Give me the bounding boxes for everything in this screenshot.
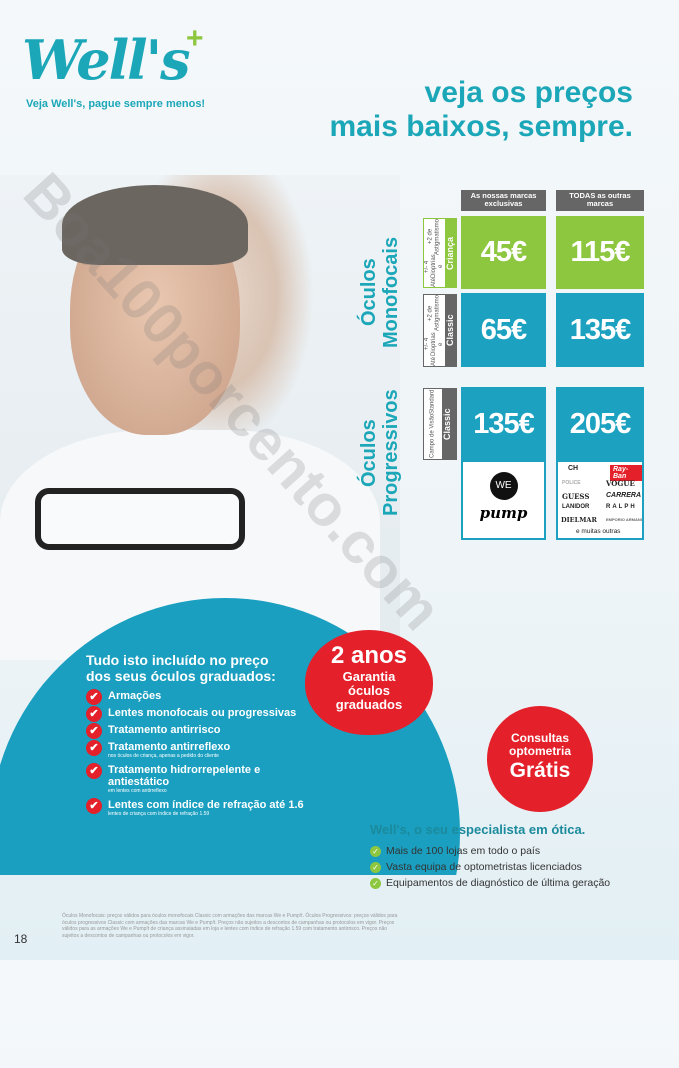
price-crianca-other: 115€ (556, 216, 644, 289)
list-item: ✓ Vasta equipa de optometristas licenciad… (370, 859, 610, 875)
list-item: ✔ Lentes monofocais ou progressivas (86, 706, 304, 722)
other-brand-logos: CH Ray-Ban POLICE VOGUE GUESS CARRERA LA… (556, 460, 644, 540)
specialist-title: Well's, o seu especialista em ótica. (370, 822, 586, 837)
pump-logo: pump (479, 504, 528, 522)
headline: veja os preços mais baixos, sempre. (329, 76, 634, 143)
free-consult-badge: Consultas optometria Grátis (487, 706, 593, 812)
hair (62, 185, 248, 265)
price-crianca-own: 45€ (461, 216, 546, 289)
check-icon: ✔ (86, 706, 102, 722)
row-label-classic-prog: Campo de Visão Standard Classic (423, 388, 457, 460)
brand-carrera: CARRERA (606, 492, 641, 499)
list-item: ✓ Mais de 100 lojas em todo o país (370, 843, 610, 859)
brand-vogue: VOGUE (606, 479, 635, 488)
check-icon: ✓ (370, 862, 381, 873)
warranty-badge: 2 anos Garantia óculos graduados (305, 630, 433, 735)
brand-armani: EMPORIO ARMANI (606, 517, 642, 522)
check-icon: ✓ (370, 846, 381, 857)
list-item: ✔ Lentes com índice de refração até 1.6 le… (86, 798, 304, 817)
tagline: Veja Well's, pague sempre menos! (26, 98, 206, 110)
header-own-brands: As nossas marcas exclusivas (461, 190, 546, 211)
group-title-monofocais: Óculos Monofocais (358, 236, 402, 348)
price-classic-prog-other: 205€ (556, 387, 644, 461)
check-icon: ✔ (86, 689, 102, 705)
brand-dielmar: DIELMAR (561, 516, 597, 524)
more-brands: e muitas outras (576, 528, 621, 535)
brand-ralph: RALPH (606, 504, 637, 510)
header-other-brands: TODAS as outras marcas (556, 190, 644, 211)
check-icon: ✔ (86, 763, 102, 779)
price-classic-prog-own: 135€ (461, 387, 546, 461)
check-icon: ✔ (86, 723, 102, 739)
included-list: Tudo isto incluído no preço dos seus ócu… (86, 652, 304, 822)
own-brand-logos: WE pump (461, 460, 546, 540)
we-logo: WE (489, 472, 518, 500)
page-number: 18 (14, 932, 28, 946)
plus-icon: + (186, 22, 204, 55)
price-classic-mono-other: 135€ (556, 293, 644, 367)
brand-police: POLICE (562, 480, 581, 486)
list-item: ✔ Tratamento antirreflexo nos óculos de cr… (86, 740, 304, 759)
wells-logo: Well's (22, 28, 191, 92)
brand-lanidor: LANIDOR (562, 504, 590, 510)
list-item: ✓ Equipamentos de diagnóstico de última g… (370, 875, 610, 891)
check-icon: ✔ (86, 740, 102, 756)
brand-ch: CH (568, 465, 579, 472)
list-item: ✔ Armações (86, 689, 304, 705)
check-icon: ✓ (370, 878, 381, 889)
footnote: Óculos Monofocais: preços válidos para ó… (62, 913, 398, 939)
specialist-section: Well's, o seu especialista em ótica. ✓ Ma… (370, 822, 610, 891)
list-item: ✔ Tratamento hidrorrepelente e antiestáti… (86, 763, 276, 794)
price-classic-mono-own: 65€ (461, 293, 546, 367)
included-title: Tudo isto incluído no preço dos seus ócu… (86, 652, 276, 684)
brand-guess: GUESS (562, 492, 590, 501)
glasses-image (35, 488, 245, 550)
check-icon: ✔ (86, 798, 102, 814)
row-label-classic-mono: Até +/- 4 Dioptrias e +2 de Astigmatismo… (423, 294, 457, 367)
row-label-crianca: Até +/- 4 Dioptrias e +2 de Astigmatismo… (423, 218, 457, 288)
list-item: ✔ Tratamento antirrisco (86, 723, 304, 739)
brand-rayban: Ray-Ban (610, 465, 642, 481)
